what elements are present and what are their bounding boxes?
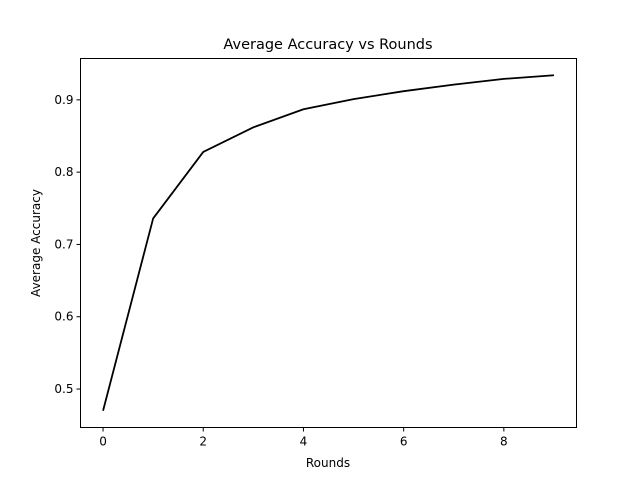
- x-axis: 0 2 4 6 8: [99, 427, 508, 449]
- series-line: [102, 74, 555, 411]
- chart-title: Average Accuracy vs Rounds: [223, 37, 432, 53]
- y-tick-label: 0.7: [54, 237, 73, 251]
- y-axis: 0.5 0.6 0.7 0.8 0.9: [54, 93, 81, 396]
- series-group: [102, 74, 555, 411]
- x-tick-label: 8: [500, 435, 508, 449]
- x-tick-label: 2: [199, 435, 207, 449]
- plot-area: 0 2 4 6 8 0.5 0.6 0.7 0.8 0.9: [54, 58, 577, 449]
- y-tick-label: 0.8: [54, 165, 73, 179]
- y-tick-label: 0.5: [54, 382, 73, 396]
- x-tick-label: 0: [99, 435, 107, 449]
- y-tick-label: 0.9: [54, 93, 73, 107]
- plot-frame: [80, 58, 577, 428]
- y-axis-label: Average Accuracy: [29, 189, 43, 297]
- y-tick-label: 0.6: [54, 310, 73, 324]
- x-axis-label: Rounds: [306, 456, 350, 470]
- x-tick-label: 4: [300, 435, 308, 449]
- x-tick-label: 6: [400, 435, 408, 449]
